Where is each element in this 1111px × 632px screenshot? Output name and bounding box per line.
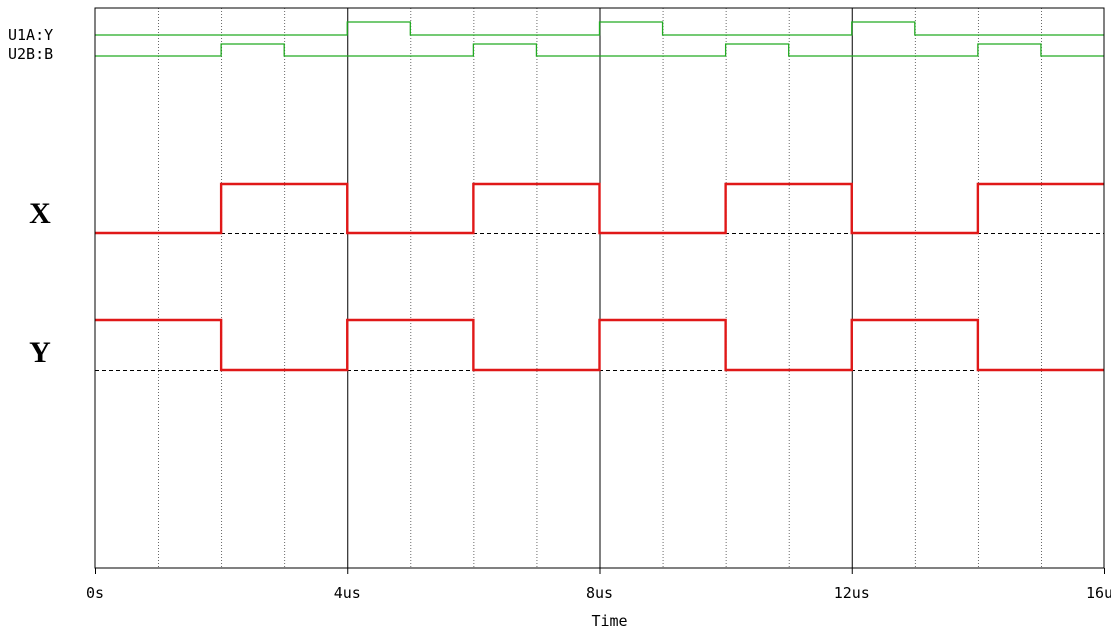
x-axis-ticks: 0s 4us 8us 12us 16us: [86, 568, 1111, 602]
grid: [158, 8, 1042, 568]
x-axis-label: Time: [591, 612, 627, 630]
trace-x: [95, 182, 1104, 235]
x-tick-label: 12us: [834, 584, 870, 602]
x-tick-label: 16us: [1086, 584, 1111, 602]
trace-y: [95, 318, 1104, 372]
x-tick-label: 8us: [586, 584, 613, 602]
trace-u1a-y: [95, 21, 1104, 36]
signal-label-u1a-y: U1A:Y: [8, 26, 53, 44]
signal-label-u2b-b: U2B:B: [8, 45, 53, 63]
x-tick-label: 0s: [86, 584, 104, 602]
waveforms: [95, 21, 1104, 372]
x-tick-label: 4us: [334, 584, 361, 602]
signal-label-y: Y: [29, 336, 51, 369]
signal-label-x: X: [29, 197, 51, 230]
trace-u2b-b: [95, 43, 1104, 57]
